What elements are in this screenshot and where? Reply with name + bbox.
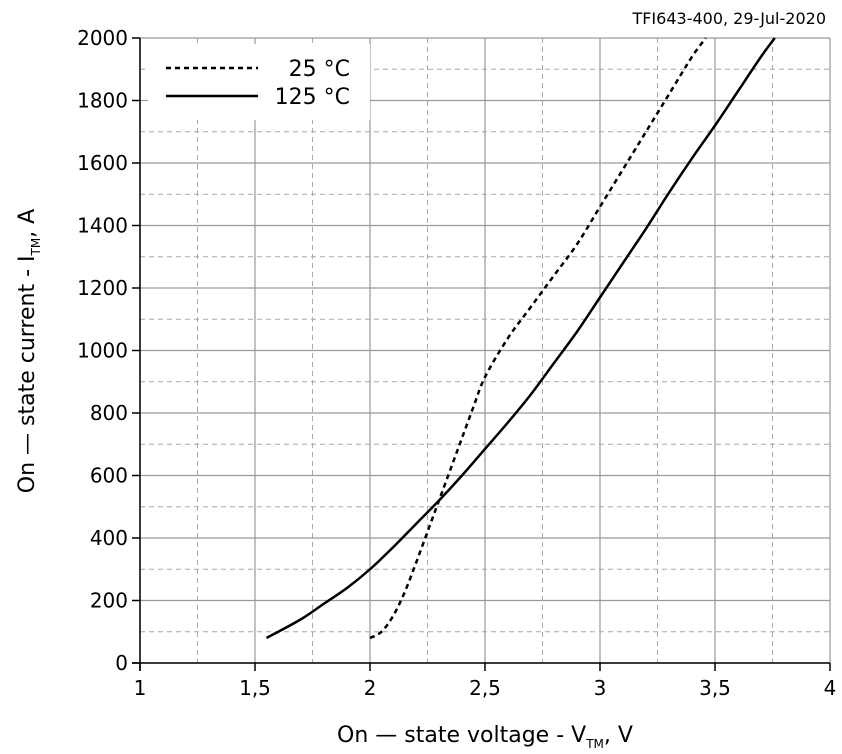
legend-label-125c: 125 °C xyxy=(275,85,350,110)
y-tick-label: 1800 xyxy=(77,89,128,113)
x-tick-label: 2,5 xyxy=(469,676,501,700)
y-tick-label: 400 xyxy=(90,526,128,550)
legend: 25 °C 125 °C xyxy=(148,44,370,120)
x-tick-label: 1 xyxy=(134,676,147,700)
y-tick-label: 600 xyxy=(90,464,128,488)
x-tick-label: 1,5 xyxy=(239,676,271,700)
x-tick-label: 4 xyxy=(824,676,837,700)
y-tick-label: 0 xyxy=(115,651,128,675)
x-tick-label: 2 xyxy=(364,676,377,700)
legend-box xyxy=(148,44,370,120)
y-tick-label: 1200 xyxy=(77,276,128,300)
y-tick-label: 1400 xyxy=(77,214,128,238)
legend-label-25c: 25 °C xyxy=(289,57,350,82)
y-tick-label: 2000 xyxy=(77,26,128,50)
series-line-25c xyxy=(369,37,707,640)
x-axis-title-subscript: TM xyxy=(585,737,604,751)
series-lines xyxy=(265,37,776,640)
x-axis-title-suffix: , V xyxy=(604,723,633,748)
axes xyxy=(132,37,831,671)
x-axis-title: On — state voltage - VTM, V xyxy=(337,723,633,751)
y-axis-title-main: On — state current - I xyxy=(15,255,40,493)
tick-labels: 1 1,5 2 2,5 3 3,5 4 0 200 400 600 800 1000 1200 1400 16… xyxy=(77,26,836,700)
y-tick-label: 1000 xyxy=(77,339,128,363)
y-tick-label: 1600 xyxy=(77,151,128,175)
y-tick-label: 200 xyxy=(90,589,128,613)
y-axis-title-suffix: , A xyxy=(15,209,40,238)
x-tick-label: 3,5 xyxy=(699,676,731,700)
y-axis-title: On — state current - ITM, A xyxy=(15,209,43,493)
series-line-125c xyxy=(265,37,776,640)
y-tick-label: 800 xyxy=(90,401,128,425)
y-axis-title-subscript: TM xyxy=(29,238,43,257)
x-tick-label: 3 xyxy=(594,676,607,700)
chart-caption: TFI643-400, 29-Jul-2020 xyxy=(631,9,826,28)
x-axis-title-main: On — state voltage - V xyxy=(337,723,586,748)
